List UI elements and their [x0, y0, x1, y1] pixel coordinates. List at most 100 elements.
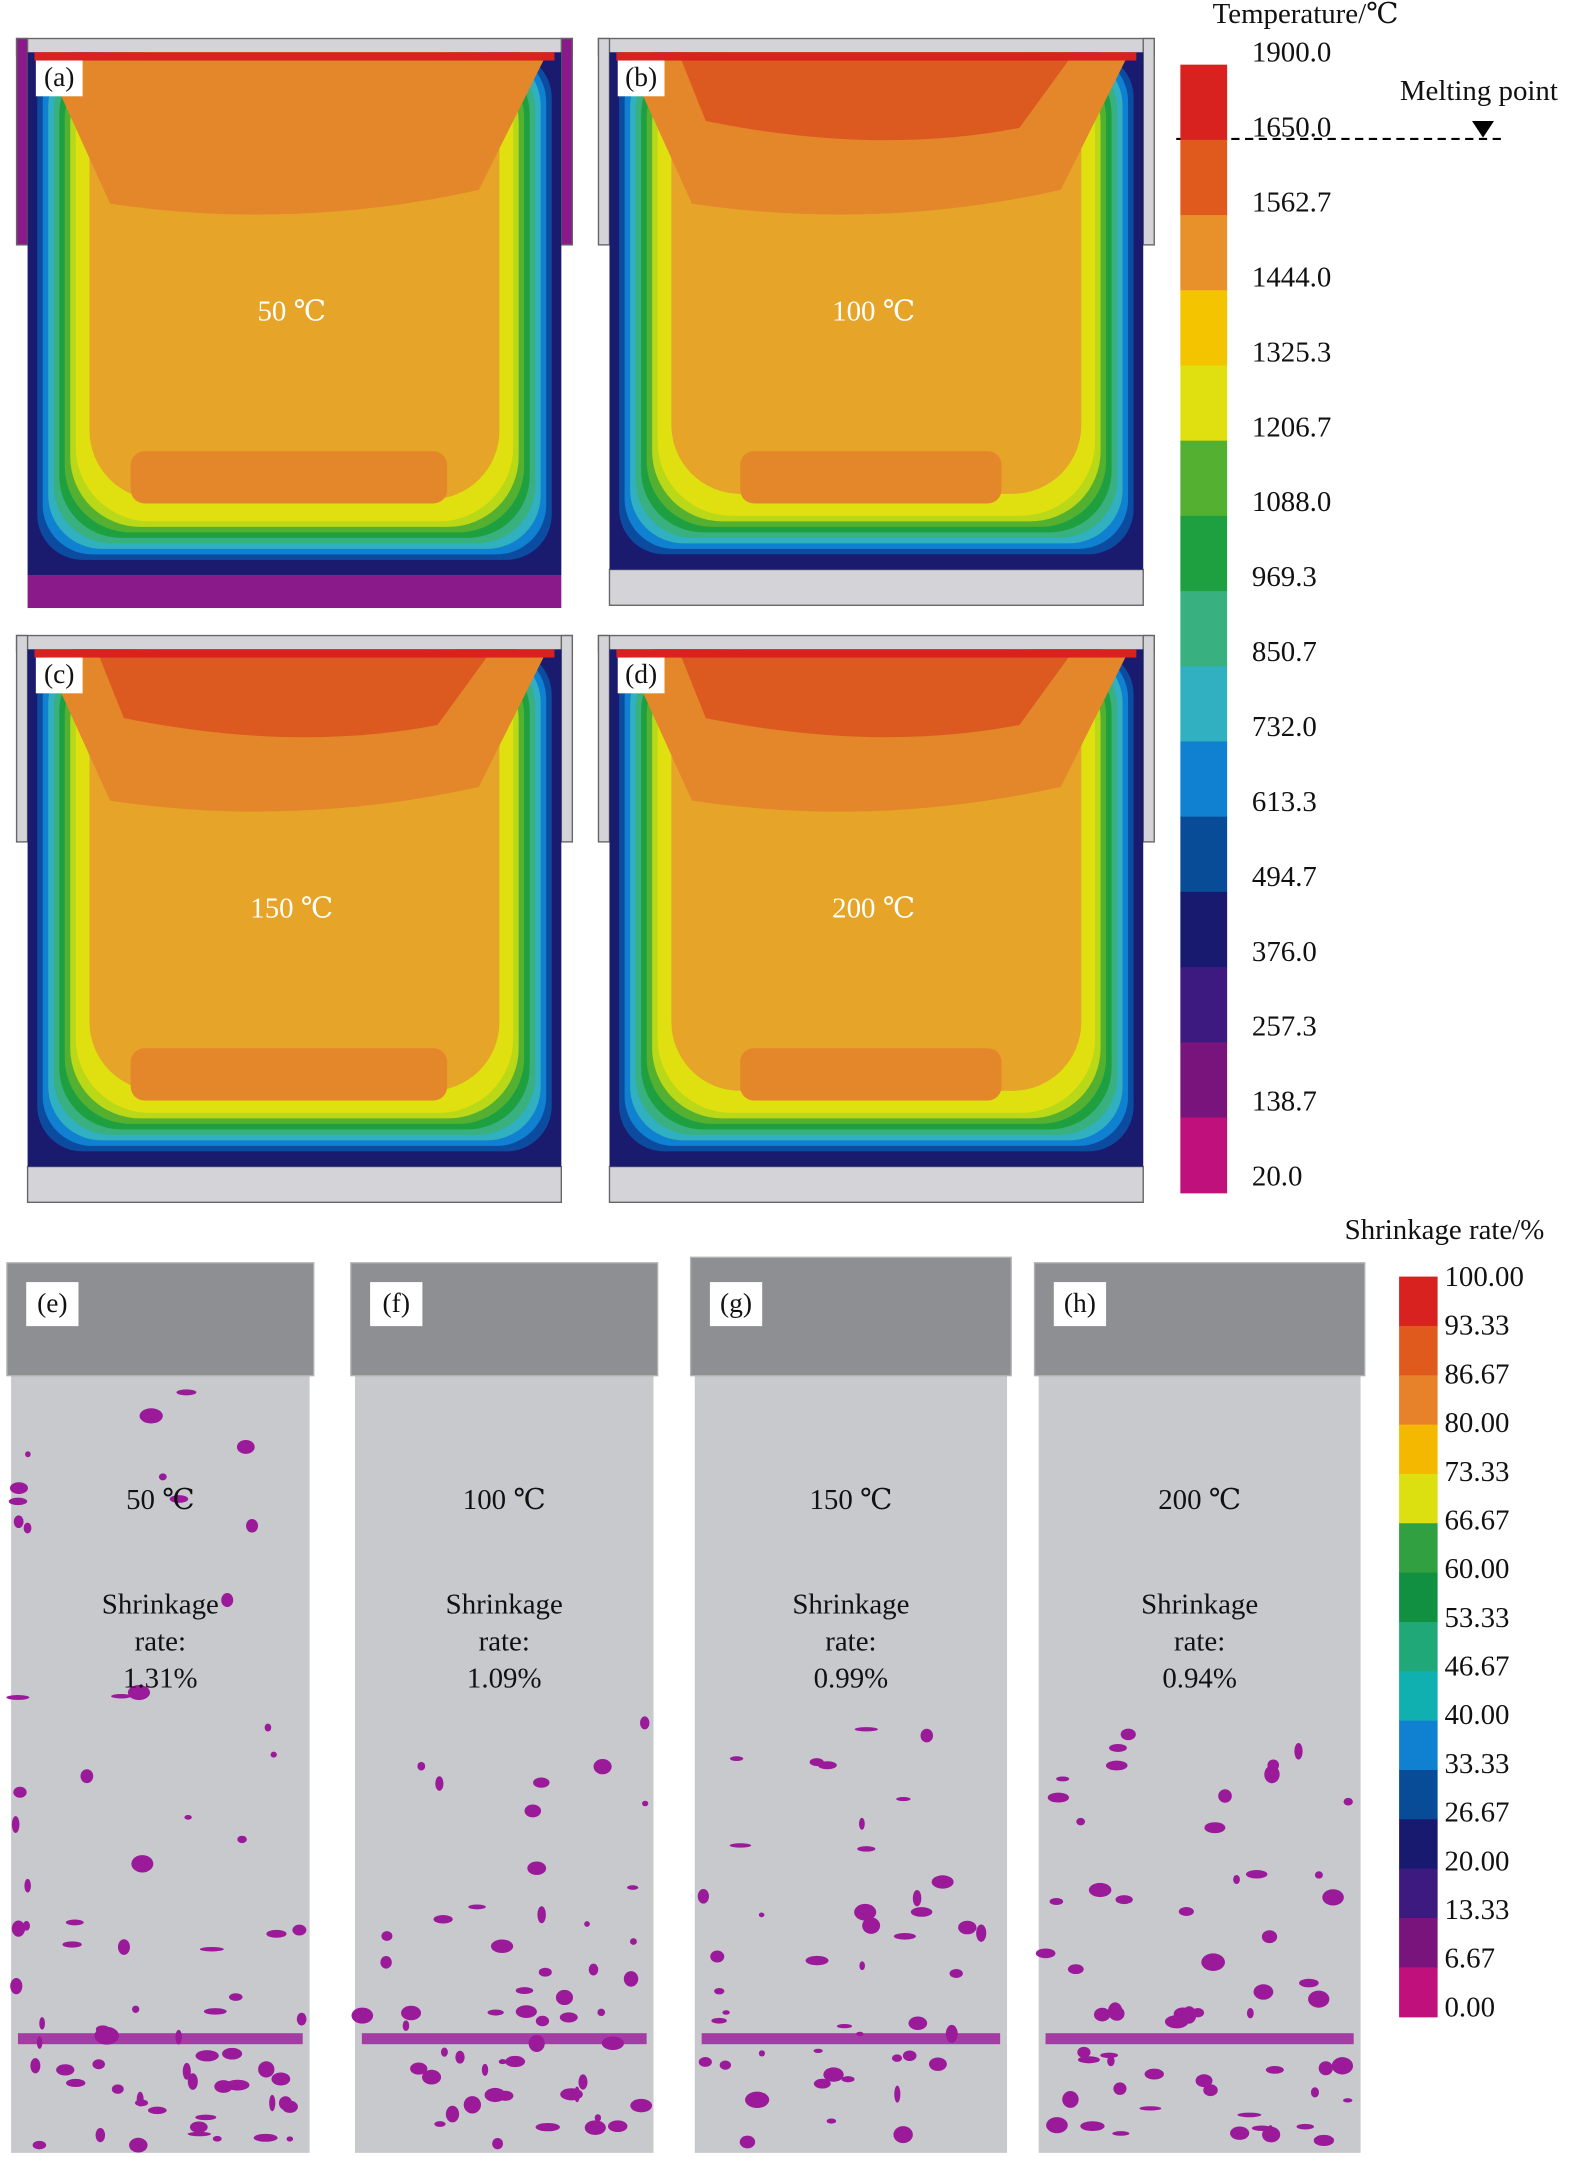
- hottest-zone: [96, 649, 493, 738]
- melting-point-marker: [1472, 121, 1495, 138]
- shrinkage-pore: [823, 2067, 844, 2082]
- shrinkage-pore: [859, 1961, 865, 1971]
- colorbar-label: 80.00: [1444, 1407, 1509, 1439]
- shrinkage-pore: [1100, 2052, 1119, 2059]
- colorbar-label: 1650.0: [1252, 112, 1331, 144]
- shrinkage-pore: [62, 1941, 82, 1948]
- shrinkage-pore: [228, 1993, 243, 2001]
- shrinkage-pore: [189, 2121, 208, 2133]
- shrinkage-pore: [578, 2074, 588, 2090]
- shrinkage-pore: [1120, 1728, 1136, 1741]
- shrinkage-pore: [147, 2106, 167, 2115]
- temperature-panel: (b) 100 ℃: [597, 37, 1155, 606]
- shrinkage-legend-title: Shrinkage rate/%: [1345, 1214, 1545, 1246]
- colorbar-band: [1399, 1572, 1438, 1623]
- colorbar-band: [1399, 1473, 1438, 1524]
- mold-wall-left: [15, 37, 29, 246]
- shrinkage-pore: [1331, 2057, 1354, 2075]
- shrinkage-pore: [711, 2017, 727, 2024]
- shrinkage-pore: [9, 1482, 28, 1494]
- shrinkage-pore: [1109, 2006, 1125, 2021]
- shrinkage-pore: [11, 1920, 26, 1937]
- hot-zone: [41, 52, 548, 215]
- colorbar-label: 969.3: [1252, 561, 1317, 593]
- mold-wall-right: [1142, 37, 1155, 246]
- colorbar-label: 6.67: [1444, 1943, 1495, 1975]
- pouring-temperature: 150 ℃: [250, 892, 333, 924]
- shrinkage-pore: [719, 2060, 732, 2070]
- casting-body: [1038, 1375, 1361, 2153]
- shrinkage-pore: [630, 2098, 653, 2113]
- shrinkage-pore: [1047, 1792, 1069, 1803]
- panel-label-box: [709, 1282, 763, 1327]
- colorbar-band: [1399, 1671, 1438, 1722]
- shrinkage-pore: [928, 2057, 947, 2071]
- shrinkage-pore: [13, 1786, 27, 1798]
- colorbar-band: [1399, 1276, 1438, 1327]
- panel-label-box: [35, 657, 83, 694]
- shrinkage-pore: [23, 1522, 32, 1534]
- shrinkage-pore: [524, 1804, 542, 1818]
- panel-label: (c): [44, 658, 75, 689]
- colorbar-label: 494.7: [1252, 861, 1317, 893]
- colorbar-band: [1180, 515, 1228, 592]
- shrinkage-pore: [745, 2091, 770, 2108]
- shrinkage-pore: [25, 1451, 31, 1458]
- shrinkage-pore: [841, 2076, 855, 2083]
- shrinkage-pore: [39, 2017, 45, 2030]
- bottom-chill: [27, 575, 562, 609]
- casting-body: [11, 1375, 310, 2153]
- colorbar-band: [1399, 1819, 1438, 1870]
- shrinkage-pore: [910, 1907, 933, 1917]
- shrinkage-pore: [497, 2090, 514, 2101]
- colorbar-band: [1180, 290, 1228, 367]
- shrinkage-pore: [169, 1495, 189, 1503]
- temperature-panel: (c) 150 ℃: [15, 634, 574, 1203]
- colorbar-band: [1180, 967, 1228, 1043]
- colorbar-label: 86.67: [1444, 1358, 1509, 1390]
- shrinkage-pore: [515, 2005, 537, 2019]
- shrinkage-pore: [758, 2050, 765, 2057]
- shrinkage-pore: [1253, 1984, 1274, 2000]
- shrinkage-pore: [1203, 2084, 1218, 2097]
- shrinkage-pore: [902, 2050, 917, 2061]
- shrinkage-pore: [1267, 2125, 1274, 2137]
- shrinkage-pore: [184, 1815, 192, 1820]
- shrinkage-pore: [1251, 2125, 1272, 2131]
- shrinkage-pore: [222, 2047, 243, 2060]
- shrinkage-pore: [710, 1950, 725, 1963]
- panel-label-box: [617, 657, 665, 694]
- colorbar-band: [1399, 1918, 1438, 1969]
- panel-label-box: [26, 1282, 79, 1327]
- pouring-temperature: 200 ℃: [832, 892, 915, 924]
- temperature-panel: (a) 50 ℃: [15, 37, 574, 609]
- shrinkage-pore: [555, 1989, 574, 2006]
- colorbar-band: [1180, 440, 1228, 517]
- colorbar-label: 1562.7: [1252, 187, 1331, 219]
- shrinkage-pore: [214, 2080, 233, 2093]
- shrinkage-pore: [13, 1515, 24, 1529]
- shrinkage-pore: [1144, 2068, 1164, 2080]
- shrinkage-pore: [639, 1716, 650, 1730]
- colorbar-band: [1180, 816, 1228, 893]
- shrinkage-band: [701, 2033, 1001, 2045]
- shrinkage-pore: [380, 1956, 392, 1969]
- shrinkage-pore: [533, 1777, 550, 1788]
- colorbar-band: [1180, 591, 1228, 667]
- shrinkage-caption: rate:: [1174, 1626, 1225, 1658]
- colorbar-label: 20.0: [1252, 1161, 1303, 1193]
- shrinkage-caption: Shrinkage: [1141, 1588, 1258, 1620]
- shrinkage-pore: [10, 1977, 23, 1995]
- shrinkage-pore: [758, 1912, 765, 1918]
- shrinkage-pore: [836, 2023, 853, 2029]
- colorbar-label: 1900.0: [1252, 37, 1331, 69]
- colorbar-label: 0.00: [1444, 1991, 1495, 2023]
- shrinkage-pore: [1218, 1789, 1232, 1803]
- shrinkage-pore: [95, 2128, 106, 2143]
- shrinkage-pore: [24, 1878, 31, 1893]
- shrinkage-pore: [455, 2050, 465, 2064]
- colorbar-label: 100.00: [1444, 1261, 1523, 1293]
- panel-label: (b): [625, 61, 657, 92]
- shrinkage-pore: [1109, 1743, 1127, 1752]
- shrinkage-pore: [858, 1817, 865, 1830]
